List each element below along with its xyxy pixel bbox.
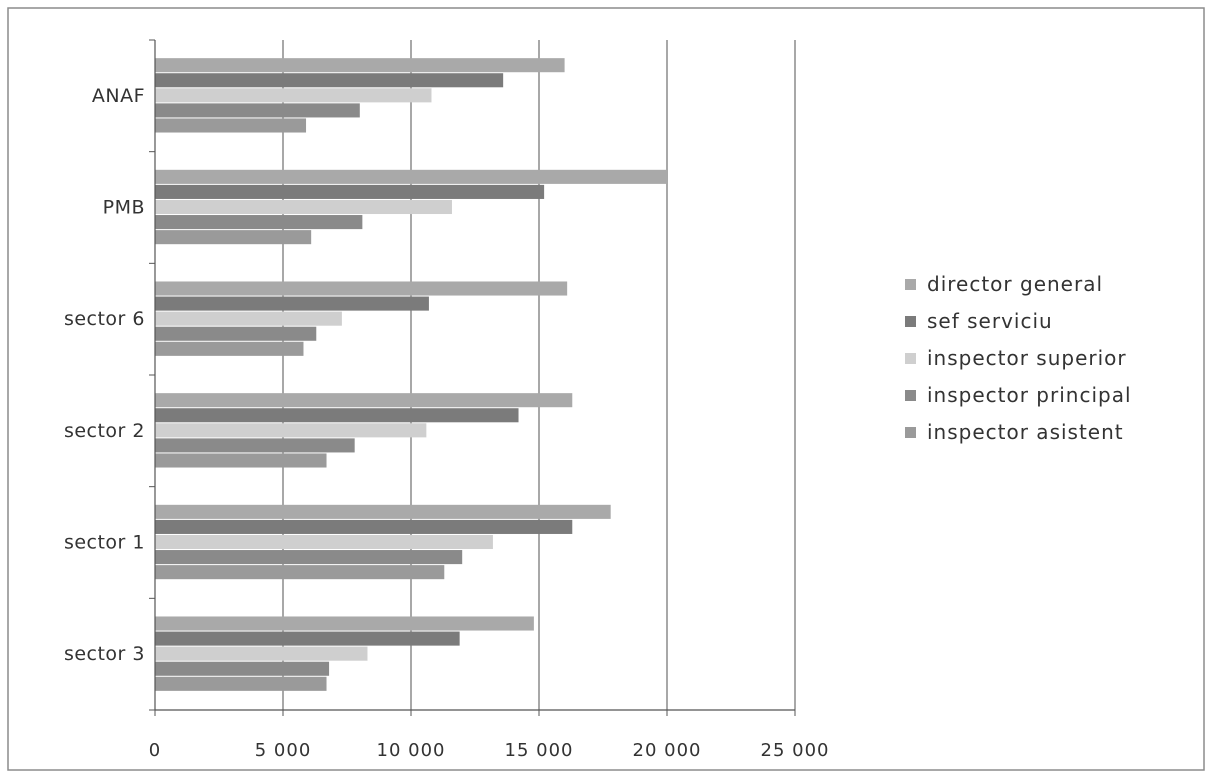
bar	[155, 519, 573, 534]
legend-label: inspector principal	[927, 383, 1132, 407]
bar	[155, 453, 327, 468]
bar	[155, 184, 545, 199]
legend-swatch	[905, 279, 916, 290]
bar	[155, 281, 568, 296]
x-tick-label: 10 000	[377, 740, 446, 761]
x-tick-label: 15 000	[505, 740, 574, 761]
bar	[155, 311, 342, 326]
bar	[155, 341, 304, 356]
legend-label: inspector asistent	[927, 420, 1124, 444]
legend-label: inspector superior	[927, 346, 1127, 370]
category-label: sector 3	[64, 643, 145, 665]
bar	[155, 199, 452, 215]
bar	[155, 646, 368, 661]
legend-swatch	[905, 390, 916, 401]
category-label: sector 6	[64, 308, 145, 330]
chart-frame	[7, 7, 1205, 771]
bar	[155, 73, 504, 88]
bar	[155, 661, 330, 676]
category-label: PMB	[103, 197, 145, 219]
bar	[155, 676, 327, 691]
legend-swatch	[905, 353, 916, 364]
x-tick-label: 5 000	[255, 740, 312, 761]
bar	[155, 118, 307, 133]
bar	[155, 550, 463, 565]
bar	[155, 393, 573, 408]
legend-swatch	[905, 316, 916, 327]
bar	[155, 565, 445, 580]
bar	[155, 58, 565, 73]
bar	[155, 408, 519, 423]
category-label: sector 1	[64, 532, 145, 554]
legend-swatch	[905, 427, 916, 438]
category-label: ANAF	[92, 85, 145, 107]
bar	[155, 631, 460, 646]
bar	[155, 215, 363, 230]
bar	[155, 230, 312, 245]
bar	[155, 326, 317, 341]
x-tick-label: 25 000	[761, 740, 830, 761]
bar	[155, 169, 667, 184]
x-tick-label: 0	[149, 740, 161, 761]
bar	[155, 438, 355, 453]
x-tick-label: 20 000	[633, 740, 702, 761]
bar	[155, 423, 427, 438]
category-label: sector 2	[64, 420, 145, 442]
bar	[155, 616, 534, 631]
bar	[155, 88, 432, 103]
bar	[155, 504, 611, 519]
bar	[155, 534, 493, 550]
legend-label: director general	[927, 272, 1103, 296]
bar	[155, 103, 360, 118]
bar	[155, 296, 429, 311]
legend-label: sef serviciu	[927, 309, 1053, 333]
